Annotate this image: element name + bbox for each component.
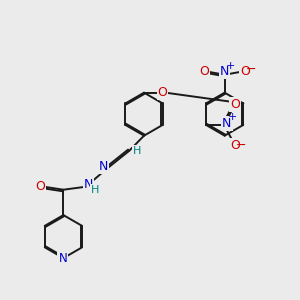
Text: H: H (133, 146, 142, 156)
Text: +: + (228, 112, 237, 122)
Text: O: O (230, 98, 240, 110)
Text: +: + (225, 61, 235, 71)
Text: N: N (222, 117, 232, 130)
Text: N: N (58, 252, 67, 265)
Text: N: N (220, 65, 229, 78)
Text: −: − (236, 139, 247, 152)
Text: O: O (230, 139, 240, 152)
Text: O: O (158, 86, 167, 99)
Text: O: O (240, 65, 250, 78)
Text: O: O (35, 180, 45, 193)
Text: N: N (83, 178, 93, 191)
Text: H: H (91, 185, 99, 195)
Text: −: − (246, 63, 256, 76)
Text: O: O (199, 65, 209, 78)
Text: N: N (98, 160, 108, 173)
